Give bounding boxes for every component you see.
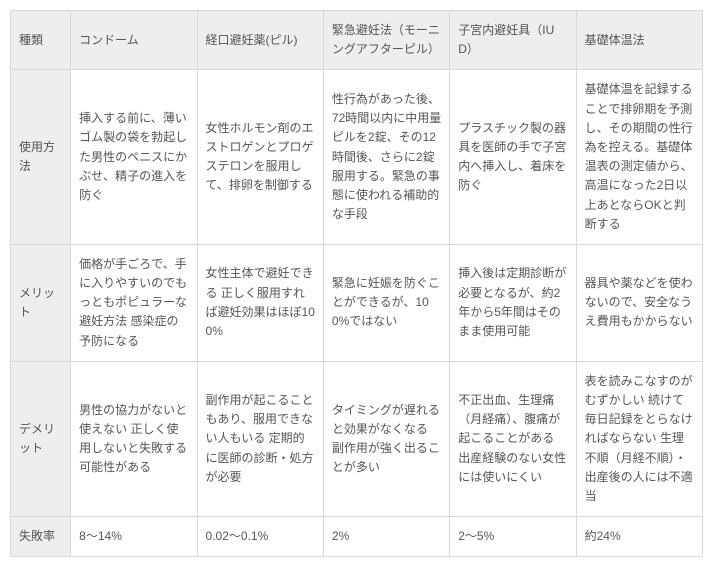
cell-merit-iud: 挿入後は定期診断が必要となるが、約2年から5年間はそのまま使用可能: [450, 244, 576, 361]
row-label-merit: メリット: [11, 244, 71, 361]
cell-merit-bbt: 器具や薬などを使わないので、安全なうえ費用もかからない: [576, 244, 702, 361]
cell-merit-emergency: 緊急に妊娠を防ぐことができるが、100%ではない: [323, 244, 449, 361]
cell-usage-emergency: 性行為があった後、72時間以内に中用量ピルを2錠、その12時間後、さらに2錠服用…: [323, 70, 449, 245]
cell-usage-iud: プラスチック製の器具を医師の手で子宮内へ挿入し、着床を防ぐ: [450, 70, 576, 245]
cell-merit-pill: 女性主体で避妊できる 正しく服用すれば避妊効果はほぼ100%: [197, 244, 323, 361]
cell-demerit-bbt: 表を読みこなすのがむずかしい 続けて毎日記録をとらなければならない 生理不順（月…: [576, 361, 702, 516]
col-header-type: 種類: [11, 11, 71, 70]
cell-usage-bbt: 基礎体温を記録することで排卵期を予測し、その期間の性行為を控える。基礎体温表の測…: [576, 70, 702, 245]
table-header-row: 種類 コンドーム 経口避妊薬(ピル) 緊急避妊法（モーニングアフターピル） 子宮…: [11, 11, 703, 70]
table-row: デメリット 男性の協力がないと使えない 正しく使用しないと失敗する可能性がある …: [11, 361, 703, 516]
cell-demerit-iud: 不正出血、生理痛（月経痛）、腹痛が起こることがある 出産経験のない女性には使いに…: [450, 361, 576, 516]
table-row: 使用方法 挿入する前に、薄いゴム製の袋を勃起した男性のペニスにかぶせ、精子の進入…: [11, 70, 703, 245]
cell-failrate-iud: 2～5%: [450, 517, 576, 557]
table-row: メリット 価格が手ごろで、手に入りやすいのでもっともポピュラーな避妊方法 感染症…: [11, 244, 703, 361]
cell-usage-condom: 挿入する前に、薄いゴム製の袋を勃起した男性のペニスにかぶせ、精子の進入を防ぐ: [71, 70, 197, 245]
row-label-failrate: 失敗率: [11, 517, 71, 557]
col-header-pill: 経口避妊薬(ピル): [197, 11, 323, 70]
row-label-demerit: デメリット: [11, 361, 71, 516]
cell-demerit-pill: 副作用が起こることもあり、服用できない人もいる 定期的に医師の診断・処方が必要: [197, 361, 323, 516]
cell-failrate-condom: 8～14%: [71, 517, 197, 557]
contraception-comparison-table: 種類 コンドーム 経口避妊薬(ピル) 緊急避妊法（モーニングアフターピル） 子宮…: [10, 10, 703, 557]
cell-failrate-emergency: 2%: [323, 517, 449, 557]
cell-usage-pill: 女性ホルモン剤のエストロゲンとプロゲステロンを服用して、排卵を制御する: [197, 70, 323, 245]
cell-merit-condom: 価格が手ごろで、手に入りやすいのでもっともポピュラーな避妊方法 感染症の予防にな…: [71, 244, 197, 361]
row-label-usage: 使用方法: [11, 70, 71, 245]
cell-failrate-pill: 0.02～0.1%: [197, 517, 323, 557]
cell-demerit-condom: 男性の協力がないと使えない 正しく使用しないと失敗する可能性がある: [71, 361, 197, 516]
col-header-bbt: 基礎体温法: [576, 11, 702, 70]
cell-demerit-emergency: タイミングが遅れると効果がなくなる 副作用が強く出ることが多い: [323, 361, 449, 516]
col-header-emergency: 緊急避妊法（モーニングアフターピル）: [323, 11, 449, 70]
cell-failrate-bbt: 約24%: [576, 517, 702, 557]
table-row: 失敗率 8～14% 0.02～0.1% 2% 2～5% 約24%: [11, 517, 703, 557]
col-header-iud: 子宮内避妊具（IUD）: [450, 11, 576, 70]
col-header-condom: コンドーム: [71, 11, 197, 70]
